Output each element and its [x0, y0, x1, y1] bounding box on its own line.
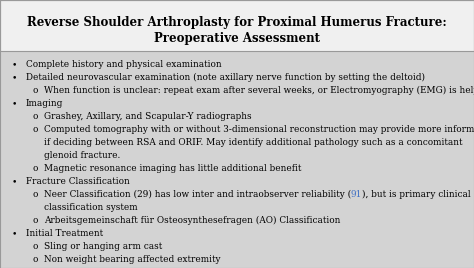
Text: o: o	[32, 125, 37, 134]
Text: if deciding between RSA and ORIF. May identify additional pathology such as a co: if deciding between RSA and ORIF. May id…	[44, 138, 462, 147]
Text: o: o	[32, 112, 37, 121]
Text: Imaging: Imaging	[26, 99, 64, 108]
Text: Arbeitsgemeinschaft für Osteosynthesefragen (AO) Classification: Arbeitsgemeinschaft für Osteosynthesefra…	[44, 216, 340, 225]
Text: o: o	[32, 255, 37, 264]
Text: o: o	[32, 164, 37, 173]
Text: Sling or hanging arm cast: Sling or hanging arm cast	[44, 242, 162, 251]
Text: Reverse Shoulder Arthroplasty for Proximal Humerus Fracture:: Reverse Shoulder Arthroplasty for Proxim…	[27, 16, 447, 29]
Text: •: •	[12, 99, 17, 108]
Text: o: o	[32, 190, 37, 199]
Text: Detailed neurovascular examination (note axillary nerve function by setting the : Detailed neurovascular examination (note…	[26, 73, 425, 83]
Text: Fracture Classification: Fracture Classification	[26, 177, 130, 186]
Text: Preoperative Assessment: Preoperative Assessment	[154, 32, 320, 45]
Text: ), but is primary clinical: ), but is primary clinical	[362, 190, 471, 199]
Text: •: •	[12, 177, 17, 186]
Text: o: o	[32, 86, 37, 95]
Text: •: •	[12, 73, 17, 82]
Text: o: o	[32, 242, 37, 251]
Text: Non weight bearing affected extremity: Non weight bearing affected extremity	[44, 255, 220, 264]
Text: 91: 91	[351, 190, 362, 199]
Text: Magnetic resonance imaging has little additional benefit: Magnetic resonance imaging has little ad…	[44, 164, 301, 173]
Text: classification system: classification system	[44, 203, 137, 212]
Text: glenoid fracture.: glenoid fracture.	[44, 151, 120, 160]
Text: Complete history and physical examination: Complete history and physical examinatio…	[26, 60, 222, 69]
Text: •: •	[12, 60, 17, 69]
Text: Grashey, Axillary, and Scapular-Y radiographs: Grashey, Axillary, and Scapular-Y radiog…	[44, 112, 251, 121]
Text: Computed tomography with or without 3-dimensional reconstruction may provide mor: Computed tomography with or without 3-di…	[44, 125, 474, 134]
Text: o: o	[32, 216, 37, 225]
Text: When function is unclear: repeat exam after several weeks, or Electromyography (: When function is unclear: repeat exam af…	[44, 86, 474, 95]
Text: Neer Classification (29) has low inter and intraobserver reliability (: Neer Classification (29) has low inter a…	[44, 190, 351, 199]
Text: Initial Treatment: Initial Treatment	[26, 229, 103, 238]
Text: •: •	[12, 229, 17, 238]
